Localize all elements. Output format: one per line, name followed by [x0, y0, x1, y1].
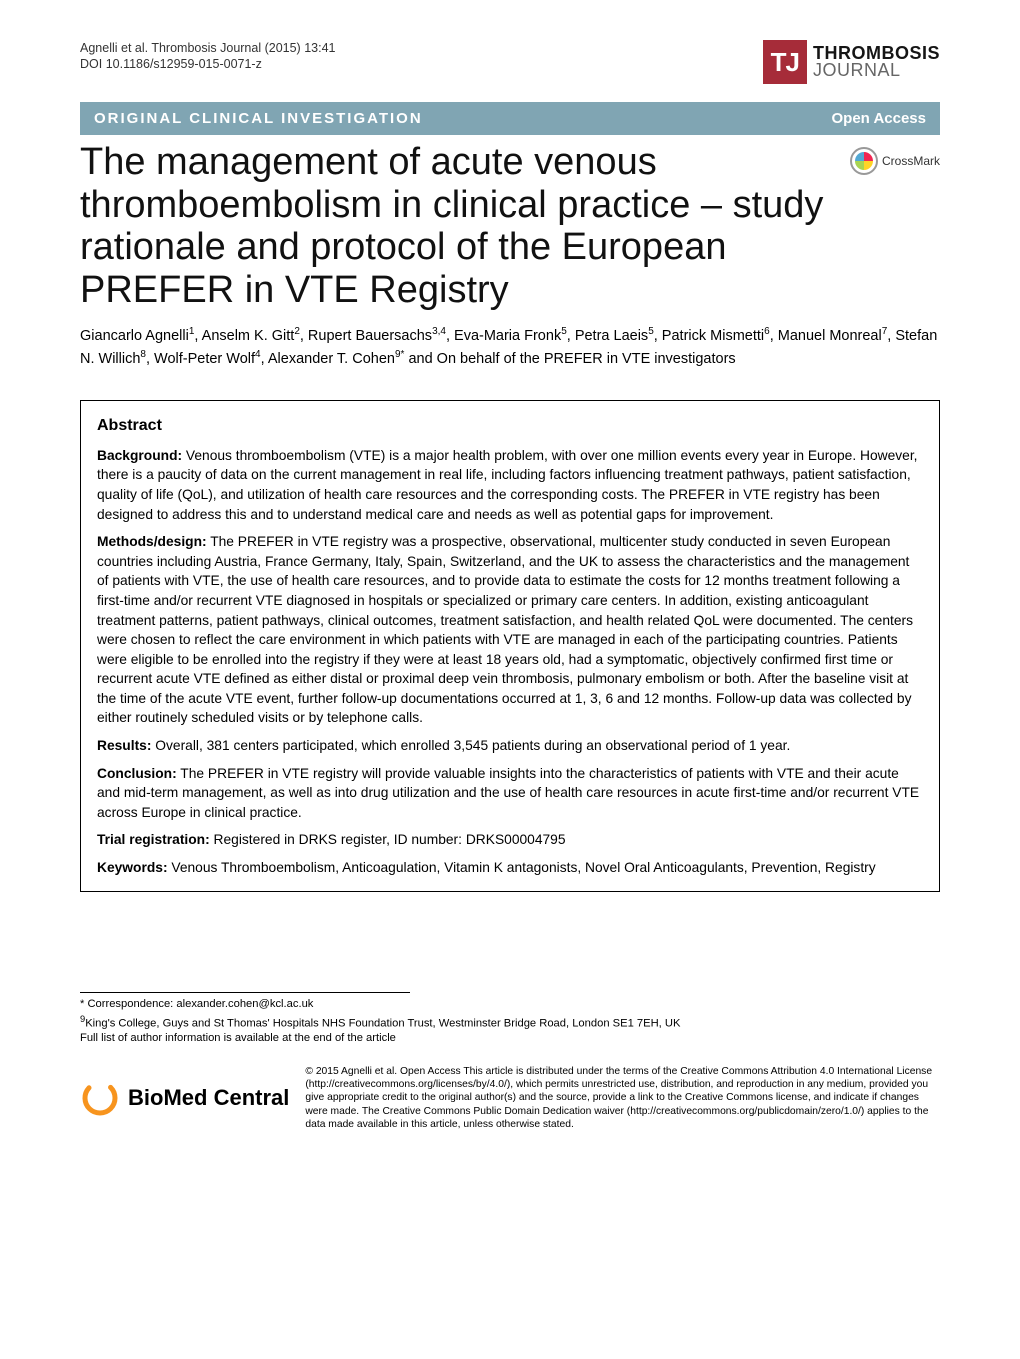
correspondence-block: * Correspondence: alexander.cohen@kcl.ac…: [80, 997, 940, 1046]
correspondence-note: Full list of author information is avail…: [80, 1031, 940, 1046]
author-list: Giancarlo Agnelli1, Anselm K. Gitt2, Rup…: [80, 324, 940, 371]
citation-block: Agnelli et al. Thrombosis Journal (2015)…: [80, 40, 335, 73]
journal-mark-icon: TJ: [763, 40, 807, 84]
conclusion-text: The PREFER in VTE registry will provide …: [97, 766, 919, 820]
methods-text: The PREFER in VTE registry was a prospec…: [97, 534, 913, 725]
title-row: The management of acute venous thromboem…: [80, 141, 940, 323]
keywords-label: Keywords:: [97, 860, 168, 875]
publisher-footer: BioMed Central © 2015 Agnelli et al. Ope…: [80, 1065, 940, 1132]
correspondence-affiliation: 9King's College, Guys and St Thomas' Hos…: [80, 1013, 940, 1032]
abstract-background: Background: Venous thromboembolism (VTE)…: [97, 446, 923, 524]
journal-name: THROMBOSIS JOURNAL: [813, 45, 940, 79]
journal-name-light: JOURNAL: [813, 60, 901, 80]
section-band: ORIGINAL CLINICAL INVESTIGATION Open Acc…: [80, 102, 940, 135]
abstract-results: Results: Overall, 381 centers participat…: [97, 736, 923, 756]
license-text: © 2015 Agnelli et al. Open Access This a…: [305, 1065, 940, 1132]
citation-line: Agnelli et al. Thrombosis Journal (2015)…: [80, 40, 335, 56]
bmc-ring-icon: [80, 1078, 120, 1118]
footer-separator: [80, 992, 410, 993]
conclusion-label: Conclusion:: [97, 766, 177, 781]
crossmark-icon: [850, 147, 878, 175]
page-header: Agnelli et al. Thrombosis Journal (2015)…: [80, 40, 940, 84]
open-access-label: Open Access: [832, 108, 927, 129]
trial-label: Trial registration:: [97, 832, 210, 847]
abstract-methods: Methods/design: The PREFER in VTE regist…: [97, 532, 923, 728]
crossmark-badge[interactable]: CrossMark: [850, 147, 940, 175]
crossmark-label: CrossMark: [882, 153, 940, 170]
background-label: Background:: [97, 448, 182, 463]
abstract-box: Abstract Background: Venous thromboembol…: [80, 400, 940, 892]
trial-text: Registered in DRKS register, ID number: …: [210, 832, 566, 847]
background-text: Venous thromboembolism (VTE) is a major …: [97, 448, 918, 522]
abstract-keywords: Keywords: Venous Thromboembolism, Antico…: [97, 858, 923, 878]
abstract-heading: Abstract: [97, 415, 923, 438]
abstract-conclusion: Conclusion: The PREFER in VTE registry w…: [97, 764, 923, 823]
correspondence-email: * Correspondence: alexander.cohen@kcl.ac…: [80, 997, 940, 1012]
journal-logo: TJ THROMBOSIS JOURNAL: [763, 40, 940, 84]
biomedcentral-logo: BioMed Central: [80, 1078, 289, 1118]
abstract-trial: Trial registration: Registered in DRKS r…: [97, 830, 923, 850]
bmc-text: BioMed Central: [128, 1083, 289, 1114]
doi-line: DOI 10.1186/s12959-015-0071-z: [80, 56, 335, 72]
keywords-text: Venous Thromboembolism, Anticoagulation,…: [168, 860, 876, 875]
methods-label: Methods/design:: [97, 534, 207, 549]
article-title: The management of acute venous thromboem…: [80, 141, 840, 311]
results-text: Overall, 381 centers participated, which…: [151, 738, 790, 753]
results-label: Results:: [97, 738, 151, 753]
section-label: ORIGINAL CLINICAL INVESTIGATION: [94, 108, 423, 129]
